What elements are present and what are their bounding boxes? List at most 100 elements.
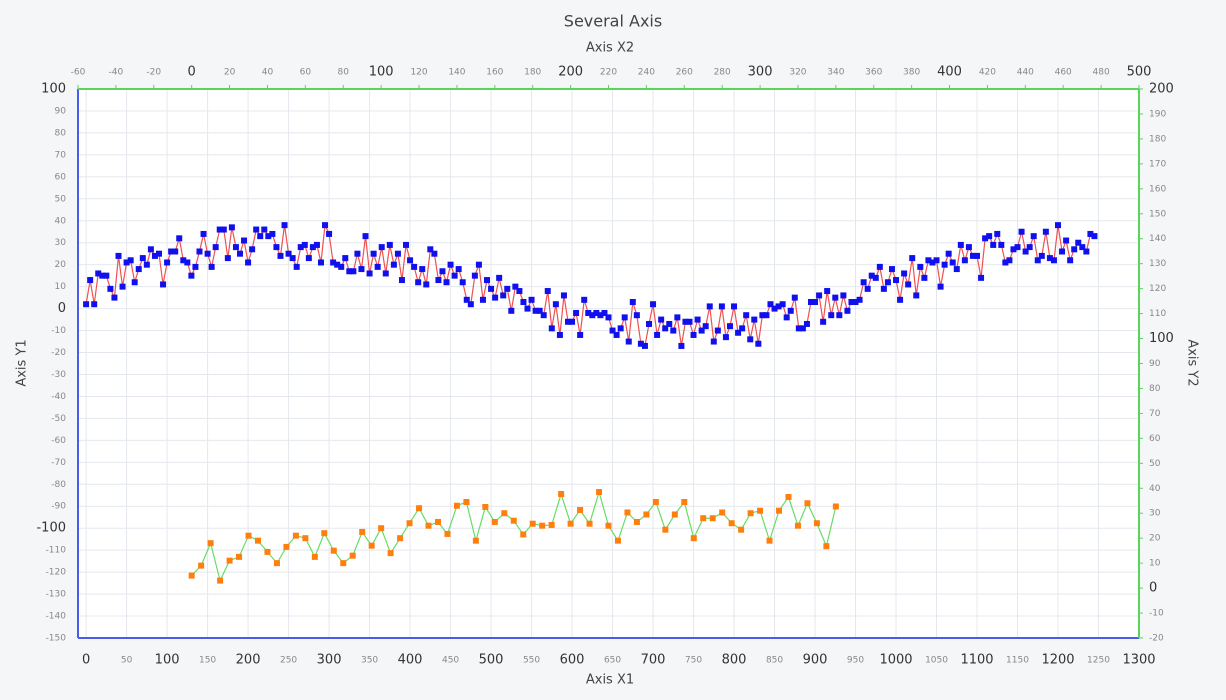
- point: [83, 301, 90, 308]
- point: [317, 259, 324, 266]
- point: [283, 543, 290, 550]
- y2-tick-label: -20: [1149, 634, 1164, 644]
- point: [496, 274, 503, 281]
- point: [706, 303, 713, 310]
- point: [567, 520, 574, 527]
- x2-tick-label: 140: [448, 68, 465, 78]
- x-tick-label: 450: [442, 656, 459, 666]
- point: [621, 314, 628, 321]
- point: [728, 520, 735, 527]
- point: [700, 515, 707, 522]
- x-tick-label: 700: [641, 653, 666, 668]
- point: [1030, 233, 1037, 240]
- point: [686, 318, 693, 325]
- x2-tick-label: 80: [338, 68, 350, 78]
- point: [305, 255, 312, 262]
- point: [747, 336, 754, 343]
- point: [435, 277, 442, 284]
- point: [488, 285, 495, 292]
- x-tick-label: 350: [361, 656, 378, 666]
- point: [552, 301, 559, 308]
- point: [702, 323, 709, 330]
- point: [573, 309, 580, 316]
- y-tick-label: -90: [51, 502, 66, 512]
- point: [791, 294, 798, 301]
- point: [864, 285, 871, 292]
- point: [512, 283, 519, 290]
- point: [212, 244, 219, 251]
- point: [735, 329, 742, 336]
- x-tick-label: 550: [523, 656, 540, 666]
- x-tick-label: 1250: [1087, 656, 1110, 666]
- y-tick-label: 30: [55, 238, 67, 248]
- point: [394, 250, 401, 257]
- point: [747, 510, 754, 517]
- point: [354, 250, 361, 257]
- y2-tick-label: 60: [1149, 434, 1161, 444]
- y-tick-label: -110: [46, 546, 67, 556]
- point: [641, 342, 648, 349]
- x2-tick-label: 240: [638, 68, 655, 78]
- x-tick-label: 0: [82, 653, 90, 668]
- point: [321, 530, 328, 537]
- y2-tick-label: 130: [1149, 259, 1166, 269]
- point: [330, 259, 337, 266]
- point: [650, 301, 657, 308]
- series: [83, 222, 1098, 584]
- x2-tick-label: 160: [486, 68, 503, 78]
- point: [1079, 244, 1086, 251]
- point: [771, 305, 778, 312]
- y-tick-label: 0: [58, 301, 66, 316]
- point: [139, 255, 146, 262]
- point: [913, 292, 920, 299]
- point: [585, 309, 592, 316]
- point: [529, 520, 536, 527]
- x2-tick-label: 300: [748, 65, 773, 80]
- point: [285, 250, 292, 257]
- x-tick-label: 300: [317, 653, 342, 668]
- point: [224, 255, 231, 262]
- point: [681, 498, 688, 505]
- point: [560, 292, 567, 299]
- point: [119, 283, 126, 290]
- y2-tick-label: 70: [1149, 409, 1161, 419]
- x2-tick-label: 340: [827, 68, 844, 78]
- x-tick-label: 500: [479, 653, 504, 668]
- y2-tick-label: 170: [1149, 159, 1166, 169]
- point: [439, 268, 446, 275]
- y-tick-label: -40: [51, 392, 66, 402]
- point: [682, 318, 689, 325]
- point: [671, 511, 678, 518]
- y2-tick-label: 40: [1149, 484, 1161, 494]
- point: [614, 537, 621, 544]
- x-tick-label: 950: [847, 656, 864, 666]
- point: [342, 255, 349, 262]
- point: [226, 557, 233, 564]
- y-tick-label: 50: [55, 194, 67, 204]
- point: [482, 503, 489, 510]
- point: [795, 325, 802, 332]
- point: [840, 292, 847, 299]
- y-tick-label: -130: [46, 590, 67, 600]
- point: [690, 535, 697, 542]
- point: [539, 522, 546, 529]
- point: [609, 327, 616, 334]
- point: [151, 252, 158, 259]
- point: [374, 263, 381, 270]
- point: [540, 312, 547, 319]
- chart-title: Several Axis: [564, 12, 662, 31]
- x2-tick-label: -40: [109, 68, 124, 78]
- point: [990, 241, 997, 248]
- x2-tick-label: 100: [369, 65, 394, 80]
- point: [969, 252, 976, 259]
- point: [823, 543, 830, 550]
- x-tick-label: 400: [398, 653, 423, 668]
- point: [378, 244, 385, 251]
- point: [998, 241, 1005, 248]
- point: [731, 303, 738, 310]
- y-tick-label: -120: [46, 568, 67, 578]
- point: [1083, 248, 1090, 255]
- point: [605, 522, 612, 529]
- point: [184, 259, 191, 266]
